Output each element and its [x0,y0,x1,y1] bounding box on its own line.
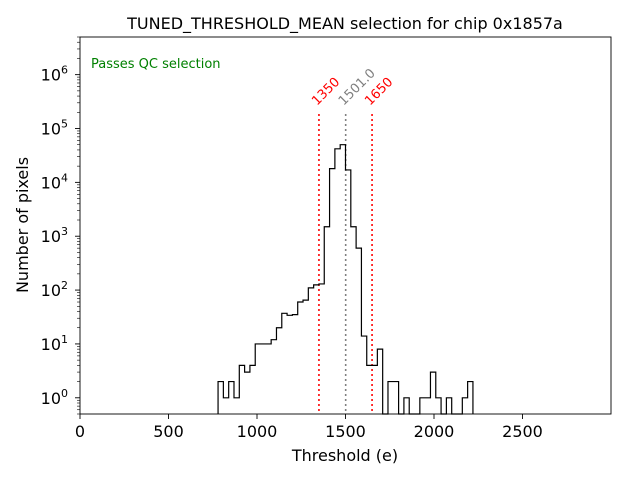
y-axis-label: Number of pixels [13,157,32,293]
y-tick-label: 106 [41,64,68,85]
x-axis-label: Threshold (e) [291,446,398,465]
x-tick-label: 0 [75,422,85,441]
x-axis-ticks: 0 500 1000 1500 2000 2500 [75,414,543,441]
y-tick-label: 100 [41,387,68,408]
chart-title: TUNED_THRESHOLD_MEAN selection for chip … [126,14,563,34]
x-tick-label: 1500 [325,422,366,441]
y-tick-label: 104 [41,171,68,192]
x-tick-label: 2000 [414,422,455,441]
y-tick-label: 102 [41,279,68,300]
qc-annotation: Passes QC selection [91,57,221,72]
x-tick-label: 1000 [237,422,278,441]
y-tick-label: 103 [41,225,68,246]
histogram-step-line [217,144,474,415]
y-axis-ticks: 100 101 102 103 104 105 106 [41,36,80,415]
y-tick-label: 105 [41,118,68,139]
x-tick-label: 2500 [502,422,543,441]
y-tick-label: 101 [41,333,68,354]
x-tick-label: 500 [153,422,184,441]
